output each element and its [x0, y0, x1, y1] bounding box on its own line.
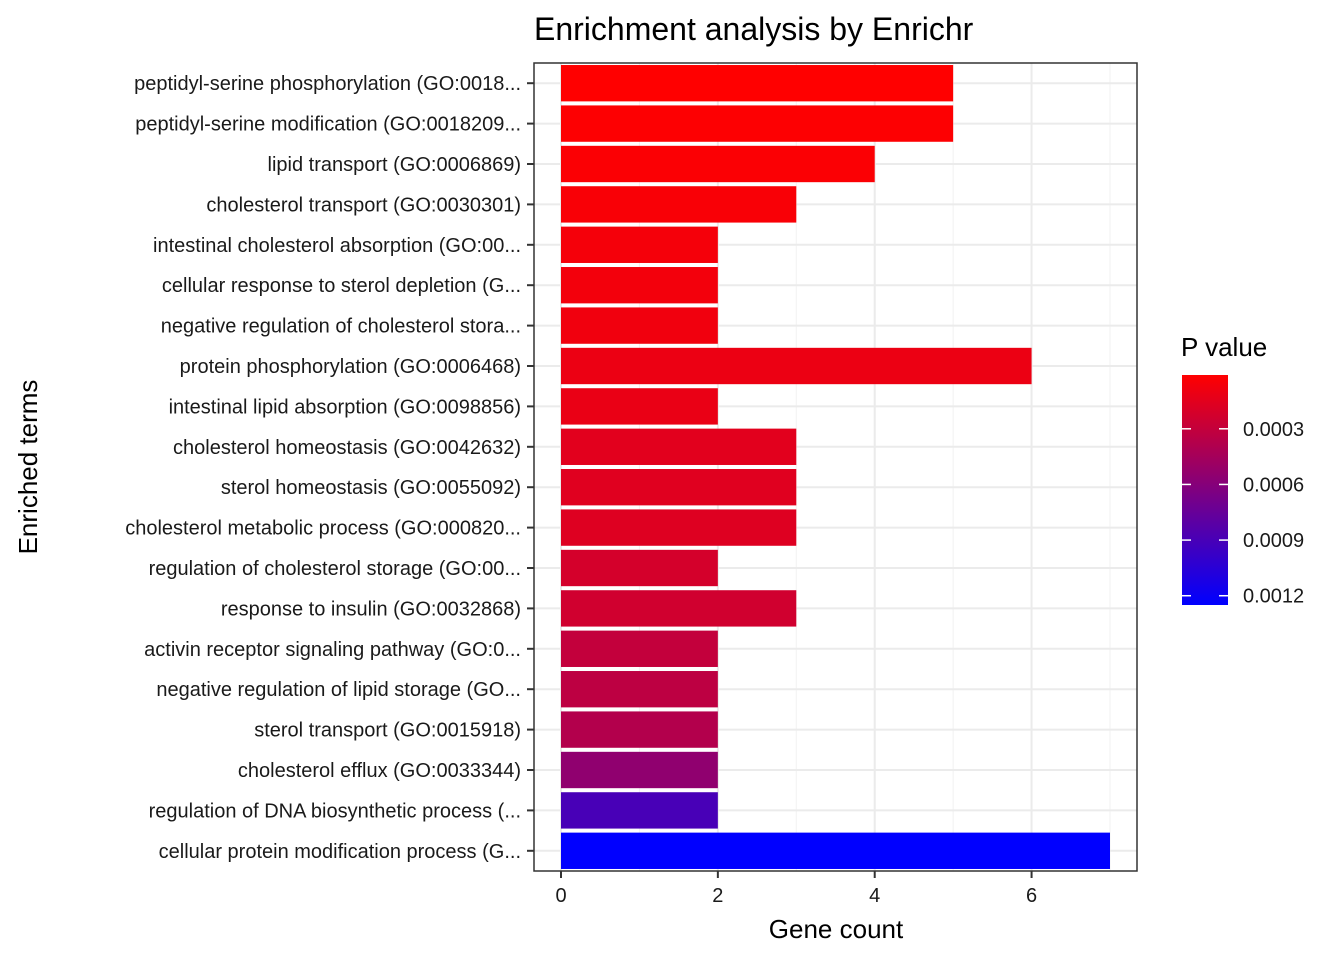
x-axis-title: Gene count	[769, 914, 904, 944]
bars-group	[533, 62, 1138, 872]
legend-tick-label: 0.0009	[1243, 530, 1304, 552]
bar	[561, 832, 1110, 869]
y-tick-label: regulation of cholesterol storage (GO:00…	[149, 558, 521, 580]
bar	[561, 186, 797, 223]
bar	[561, 226, 718, 263]
bar	[561, 267, 718, 304]
y-tick-label: negative regulation of cholesterol stora…	[161, 316, 521, 338]
y-tick-label: protein phosphorylation (GO:0006468)	[180, 356, 521, 378]
legend-tick-label: 0.0006	[1243, 474, 1304, 496]
y-tick-label: cholesterol homeostasis (GO:0042632)	[173, 437, 521, 459]
y-tick-label: intestinal lipid absorption (GO:0098856)	[169, 396, 521, 418]
bar	[561, 671, 718, 708]
bar	[561, 792, 718, 829]
y-tick-label: activin receptor signaling pathway (GO:0…	[144, 639, 521, 661]
legend-tick-label: 0.0003	[1243, 419, 1304, 441]
bar	[561, 307, 718, 344]
legend-title: P value	[1181, 332, 1267, 362]
y-tick-label: peptidyl-serine phosphorylation (GO:0018…	[134, 73, 521, 95]
x-axis-ticks: 0 2 4 6	[555, 871, 1037, 907]
y-tick-label: cholesterol metabolic process (GO:000820…	[125, 518, 521, 540]
bar	[561, 428, 797, 465]
plot-border	[533, 62, 1138, 872]
plot-background	[534, 63, 1137, 871]
bar	[561, 347, 1032, 385]
bar	[561, 590, 797, 627]
x-tick-label: 2	[712, 885, 723, 907]
x-tick-label: 6	[1026, 885, 1037, 907]
y-tick-label: lipid transport (GO:0006869)	[268, 154, 521, 176]
chart-title: Enrichment analysis by Enrichr	[534, 11, 974, 47]
bar	[561, 65, 954, 102]
bar	[561, 105, 954, 142]
bar	[561, 711, 718, 748]
y-tick-label: peptidyl-serine modification (GO:0018209…	[135, 114, 521, 136]
legend-tick-label: 0.0012	[1243, 586, 1304, 608]
y-tick-label: negative regulation of lipid storage (GO…	[156, 679, 521, 701]
bar	[561, 469, 797, 506]
color-legend: P value 0.0003 0.0006 0.0009 0.0012	[1181, 332, 1304, 608]
y-tick-label: regulation of DNA biosynthetic process (…	[149, 800, 521, 822]
plot-panel	[534, 63, 1137, 871]
bar	[561, 388, 718, 425]
bar	[561, 145, 875, 183]
y-tick-label: cellular response to sterol depletion (G…	[162, 275, 521, 297]
bar	[561, 630, 718, 667]
x-tick-label: 0	[555, 885, 566, 907]
bar	[561, 751, 718, 789]
y-tick-label: cholesterol transport (GO:0030301)	[206, 194, 521, 216]
y-axis-title: Enriched terms	[13, 380, 43, 555]
y-tick-label: sterol homeostasis (GO:0055092)	[221, 477, 521, 499]
x-tick-label: 4	[869, 885, 880, 907]
bar	[561, 509, 797, 546]
y-tick-label: sterol transport (GO:0015918)	[254, 720, 521, 742]
bar	[561, 549, 718, 587]
y-tick-label: cellular protein modification process (G…	[159, 841, 521, 863]
y-tick-label: response to insulin (GO:0032868)	[221, 598, 521, 620]
legend-colorbar	[1182, 375, 1228, 605]
y-tick-label: cholesterol efflux (GO:0033344)	[238, 760, 521, 782]
y-axis-ticks: peptidyl-serine phosphorylation (GO:0018…	[125, 73, 534, 863]
y-tick-label: intestinal cholesterol absorption (GO:00…	[153, 235, 521, 257]
